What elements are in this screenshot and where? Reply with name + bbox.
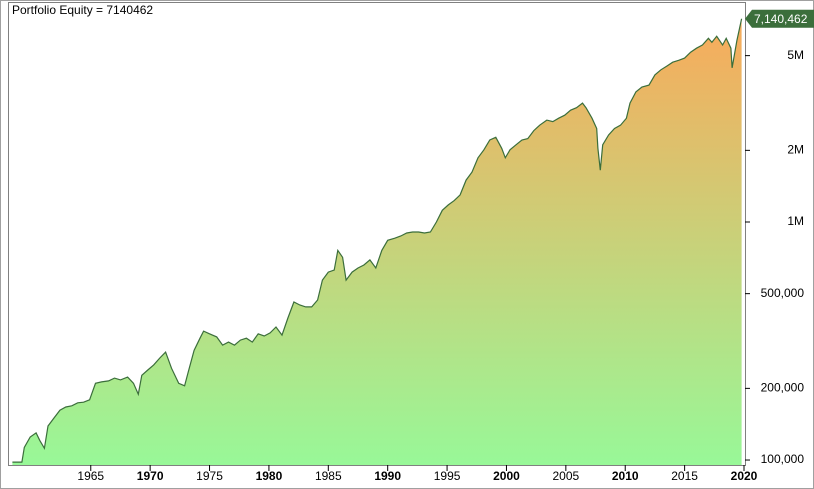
x-tick-label: 1985: [315, 469, 342, 483]
x-tick-label: 1995: [434, 469, 461, 483]
last-value-label: 7,140,462: [754, 12, 808, 26]
x-tick-label: 1970: [137, 469, 164, 483]
y-tick-label: 100,000: [761, 452, 805, 466]
equity-area: [12, 18, 742, 466]
x-tick-label: 1990: [374, 469, 401, 483]
y-tick-label: 2M: [787, 143, 804, 157]
y-tick-label: 200,000: [761, 381, 805, 395]
x-tick-label: 1965: [77, 469, 104, 483]
x-tick-label: 2005: [552, 469, 579, 483]
y-tick-label: 500,000: [761, 286, 805, 300]
last-value-flag: [745, 9, 814, 28]
equity-line: [12, 18, 743, 463]
x-tick-label: 2000: [493, 469, 520, 483]
x-tick-label: 2010: [612, 469, 639, 483]
x-tick-label: 2020: [731, 469, 758, 483]
y-tick-label: 1M: [787, 214, 804, 228]
y-tick-label: 5M: [787, 48, 804, 62]
x-tick-label: 1980: [256, 469, 283, 483]
x-tick-label: 1975: [196, 469, 223, 483]
chart-title: Portfolio Equity = 7140462: [12, 3, 153, 17]
x-tick-label: 2015: [671, 469, 698, 483]
